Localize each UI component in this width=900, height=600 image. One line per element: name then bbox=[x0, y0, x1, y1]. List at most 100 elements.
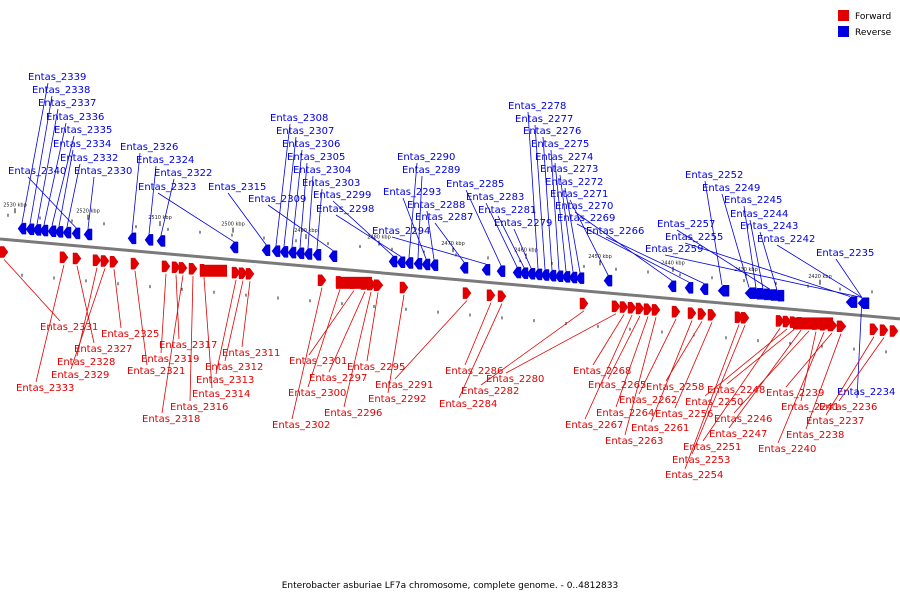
forward-gene-block bbox=[579, 297, 589, 310]
reverse-gene-block bbox=[751, 288, 764, 300]
forward-gene-label: Entas_2256 bbox=[655, 409, 713, 420]
reverse-gene-label: Entas_2277 bbox=[515, 114, 573, 125]
forward-gene-label: Entas_2318 bbox=[142, 414, 200, 425]
forward-gene-block bbox=[72, 252, 82, 265]
reverse-label-leader bbox=[283, 136, 297, 247]
reverse-label-leader bbox=[51, 135, 75, 226]
reverse-gene-block bbox=[144, 234, 154, 246]
forward-gene-block bbox=[627, 302, 637, 314]
forward-label-leader bbox=[704, 328, 788, 397]
reverse-gene-block bbox=[481, 264, 491, 276]
reverse-gene-block bbox=[287, 246, 297, 259]
reverse-label-leader bbox=[36, 108, 59, 225]
reverse-gene-label: Entas_2309 bbox=[248, 194, 306, 205]
forward-gene-label: Entas_2292 bbox=[368, 394, 426, 405]
forward-gene-block bbox=[486, 289, 496, 301]
forward-gene-block bbox=[231, 266, 241, 279]
genome-track: 2530 kbp 2520 kbp 2510 kbp 2500 kbp 2490 kbp… bbox=[0, 72, 900, 481]
reverse-label-leader bbox=[576, 223, 690, 283]
forward-label-leader bbox=[113, 269, 122, 329]
forward-gene-label: Entas_2264 bbox=[596, 408, 654, 419]
forward-gene-block bbox=[200, 264, 227, 277]
reverse-gene-block bbox=[845, 296, 858, 308]
forward-gene-block bbox=[161, 260, 171, 273]
map-title: Enterobacter asburiae LF7a chromosome, c… bbox=[282, 581, 618, 591]
forward-gene-label: Entas_2268 bbox=[573, 366, 631, 377]
reverse-gene-block bbox=[554, 270, 564, 283]
forward-label-leader bbox=[674, 322, 713, 409]
reverse-gene-block bbox=[717, 285, 730, 297]
forward-gene-label: Entas_2239 bbox=[766, 388, 824, 399]
reverse-gene-label: Entas_2289 bbox=[402, 165, 460, 176]
forward-gene-label: Entas_2296 bbox=[324, 408, 382, 419]
forward-label-leader bbox=[394, 300, 468, 380]
forward-gene-block bbox=[92, 254, 102, 267]
forward-gene-label: Entas_2314 bbox=[192, 389, 250, 400]
reverse-gene-label: Entas_2294 bbox=[372, 226, 430, 237]
reverse-gene-label: Entas_2332 bbox=[60, 153, 118, 164]
reverse-gene-block bbox=[519, 267, 529, 279]
forward-gene-label: Entas_2333 bbox=[16, 383, 74, 394]
reverse-label-leader bbox=[131, 152, 141, 233]
reverse-label-leader bbox=[749, 219, 764, 289]
reverse-gene-label: Entas_2274 bbox=[535, 152, 593, 163]
forward-label-leader bbox=[825, 336, 875, 416]
forward-gene-label: Entas_2302 bbox=[272, 420, 330, 431]
forward-gene-label: Entas_2248 bbox=[707, 385, 765, 396]
reverse-gene-block bbox=[295, 247, 305, 260]
forward-label-leader bbox=[684, 324, 740, 470]
forward-gene-label: Entas_2301 bbox=[289, 356, 347, 367]
reverse-gene-block bbox=[271, 245, 281, 257]
forward-label-leader bbox=[343, 291, 372, 408]
forward-label-leader bbox=[70, 268, 106, 370]
reverse-gene-label: Entas_2304 bbox=[293, 165, 351, 176]
forward-gene-block bbox=[869, 323, 879, 336]
forward-gene-label: Entas_2253 bbox=[672, 455, 730, 466]
reverse-gene-block bbox=[39, 224, 49, 237]
reverse-label-leader bbox=[160, 178, 175, 236]
reverse-gene-label: Entas_2338 bbox=[32, 85, 90, 96]
reverse-gene-block bbox=[312, 249, 322, 261]
reverse-gene-label: Entas_2323 bbox=[138, 182, 196, 193]
kbp-tick-label: 2530 kbp bbox=[3, 202, 27, 208]
reverse-label-leader bbox=[497, 215, 525, 268]
forward-gene-block bbox=[836, 320, 847, 333]
reverse-gene-label: Entas_2330 bbox=[74, 166, 132, 177]
reverse-gene-label: Entas_2242 bbox=[757, 234, 815, 245]
reverse-gene-block bbox=[156, 235, 166, 247]
forward-gene-block bbox=[188, 263, 198, 275]
reverse-gene-block bbox=[413, 258, 423, 270]
reverse-gene-label: Entas_2322 bbox=[154, 168, 212, 179]
forward-gene-block bbox=[619, 301, 629, 313]
reverse-gene-block bbox=[328, 250, 338, 262]
forward-gene-label: Entas_2241 bbox=[781, 402, 839, 413]
reverse-label-leader bbox=[402, 197, 427, 259]
forward-label-leader bbox=[160, 273, 167, 354]
forward-gene-label: Entas_2263 bbox=[605, 436, 663, 447]
reverse-gene-label: Entas_2275 bbox=[531, 139, 589, 150]
forward-gene-label: Entas_2267 bbox=[565, 420, 623, 431]
forward-label-leader bbox=[307, 289, 341, 388]
reverse-gene-label: Entas_2298 bbox=[316, 204, 374, 215]
reverse-label-leader bbox=[434, 222, 465, 263]
forward-gene-block bbox=[336, 276, 372, 289]
forward-label-leader bbox=[241, 281, 251, 348]
forward-label-leader bbox=[215, 279, 237, 375]
reverse-gene-label: Entas_2271 bbox=[550, 189, 608, 200]
forward-gene-block bbox=[687, 307, 697, 319]
reverse-label-leader bbox=[704, 180, 723, 286]
forward-gene-block bbox=[0, 246, 9, 258]
reverse-gene-label: Entas_2324 bbox=[136, 155, 194, 166]
kbp-tick-label: 2500 kbp bbox=[221, 222, 245, 228]
reverse-label-leader bbox=[299, 162, 308, 248]
legend-reverse-label: Reverse bbox=[855, 28, 892, 38]
reverse-gene-block bbox=[667, 280, 677, 293]
reverse-label-leader bbox=[574, 211, 673, 282]
forward-gene-label: Entas_2300 bbox=[288, 388, 346, 399]
forward-label-leader bbox=[733, 330, 810, 414]
forward-label-leader bbox=[464, 302, 492, 366]
forward-gene-block bbox=[100, 255, 110, 267]
reverse-gene-block bbox=[744, 287, 757, 299]
forward-label-leader bbox=[505, 313, 617, 374]
